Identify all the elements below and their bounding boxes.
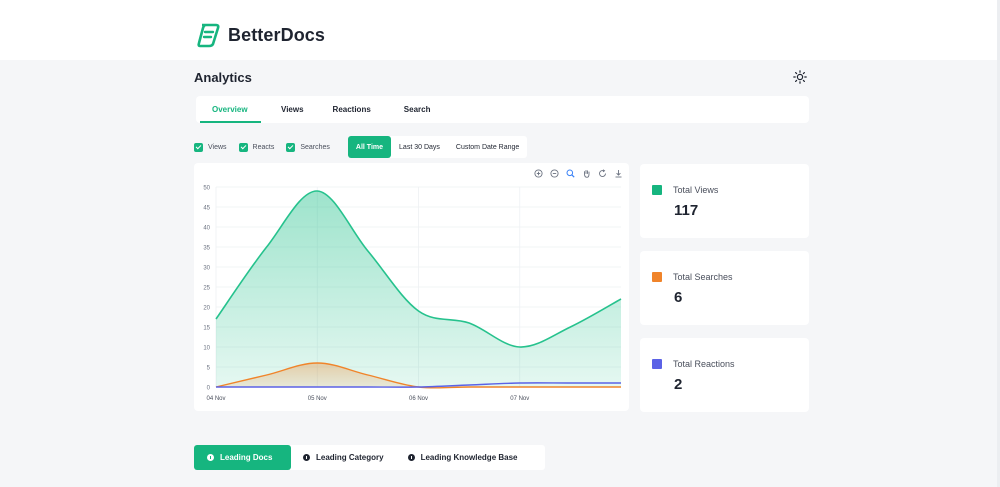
tab-overview[interactable]: Overview — [200, 96, 261, 123]
y-tick-label: 40 — [203, 226, 210, 232]
searches-swatch — [652, 272, 662, 282]
searches-series-area — [216, 363, 621, 388]
pan-hand-icon[interactable] — [581, 168, 592, 179]
leading-tabs: Leading Docs Leading Category Leading Kn… — [194, 445, 545, 470]
leading-category-tab[interactable]: Leading Category — [291, 445, 396, 470]
tab-reactions[interactable]: Reactions — [332, 105, 371, 114]
top-bar: BetterDocs — [0, 0, 1000, 60]
window-edge — [997, 0, 1000, 487]
checkbox-checked-icon — [238, 142, 248, 152]
total-views-card: Total Views 117 — [640, 164, 809, 238]
y-tick-label: 45 — [203, 206, 210, 212]
y-tick-label: 50 — [203, 186, 210, 192]
y-tick-label: 15 — [203, 326, 210, 332]
leading-knowledge-base-tab[interactable]: Leading Knowledge Base — [396, 445, 530, 470]
zoom-out-icon[interactable] — [549, 168, 560, 179]
last-30-days-button[interactable]: Last 30 Days — [399, 143, 440, 151]
betterdocs-logo-icon — [197, 23, 220, 48]
y-tick-label: 25 — [203, 286, 210, 292]
brand-logo[interactable]: BetterDocs — [196, 22, 325, 48]
chart-toolbar — [533, 168, 624, 179]
leading-category-label: Leading Category — [316, 453, 384, 462]
date-range-group: All Time Last 30 Days Custom Date Range — [347, 136, 528, 158]
sun-icon — [793, 70, 807, 84]
total-reactions-card: Total Reactions 2 — [640, 338, 809, 412]
analytics-area-chart: 0 5 10 15 20 25 30 35 40 45 50 04 Nov 05 Nov 06 Nov 0… — [203, 186, 622, 402]
leading-knowledge-base-label: Leading Knowledge Base — [420, 453, 518, 462]
info-icon — [303, 454, 310, 461]
y-tick-label: 30 — [203, 266, 210, 272]
analytics-tabs: Overview Views Reactions Search — [196, 96, 809, 123]
views-checkbox[interactable]: Views — [194, 142, 227, 152]
x-tick-label: 07 Nov — [510, 396, 529, 402]
tab-views[interactable]: Views — [281, 105, 304, 114]
custom-date-range-button[interactable]: Custom Date Range — [455, 143, 520, 151]
theme-toggle-button[interactable] — [790, 67, 810, 87]
info-icon — [407, 454, 415, 461]
y-tick-label: 0 — [207, 386, 211, 392]
searches-checkbox[interactable]: Searches — [286, 142, 330, 152]
x-tick-label: 06 Nov — [409, 396, 428, 402]
reactions-series-line — [216, 382, 621, 388]
y-tick-label: 5 — [207, 366, 211, 372]
reacts-checkbox-label: Reacts — [252, 143, 275, 151]
views-swatch — [652, 185, 662, 195]
searches-checkbox-label: Searches — [300, 143, 330, 151]
chart-filters: Views Reacts Searches All Time Last 30 D… — [194, 136, 528, 158]
views-series-area — [216, 190, 621, 387]
x-tick-label: 05 Nov — [308, 396, 327, 402]
zoom-in-icon[interactable] — [533, 168, 544, 179]
total-searches-card: Total Searches 6 — [640, 251, 809, 325]
x-tick-label: 04 Nov — [206, 396, 225, 402]
total-searches-value: 6 — [674, 289, 683, 306]
leading-docs-tab[interactable]: Leading Docs — [194, 445, 291, 470]
brand-name: BetterDocs — [228, 24, 326, 45]
y-tick-label: 10 — [203, 346, 210, 352]
info-icon — [207, 454, 214, 461]
page-title: Analytics — [194, 70, 252, 85]
checkbox-checked-icon — [286, 142, 296, 152]
magnifier-zoom-icon[interactable] — [565, 168, 576, 179]
total-reactions-label: Total Reactions — [673, 359, 735, 369]
download-icon[interactable] — [613, 168, 624, 179]
leading-docs-label: Leading Docs — [220, 453, 273, 462]
checkbox-checked-icon — [194, 142, 203, 152]
total-searches-label: Total Searches — [673, 272, 733, 282]
total-reactions-value: 2 — [674, 376, 683, 393]
views-checkbox-label: Views — [208, 143, 227, 151]
total-views-label: Total Views — [673, 185, 719, 195]
y-tick-label: 20 — [203, 306, 210, 312]
y-tick-label: 35 — [203, 246, 210, 252]
tab-search[interactable]: Search — [403, 105, 431, 114]
reactions-swatch — [652, 359, 662, 369]
all-time-button[interactable]: All Time — [347, 136, 392, 158]
views-series-line — [215, 190, 622, 348]
reacts-checkbox[interactable]: Reacts — [238, 142, 275, 152]
total-views-value: 117 — [674, 202, 699, 219]
reset-icon[interactable] — [597, 168, 608, 179]
